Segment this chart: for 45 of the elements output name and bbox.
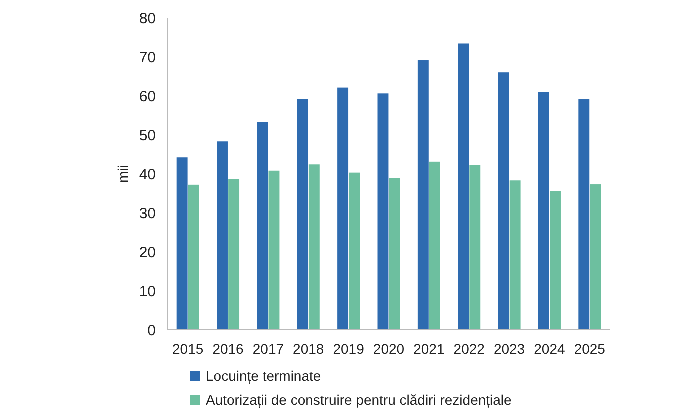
- y-tick-label: 60: [139, 88, 156, 106]
- y-tick-label: 20: [139, 244, 156, 262]
- bar: [176, 158, 188, 330]
- x-tick-label: 2022: [454, 341, 486, 357]
- bar: [498, 72, 510, 330]
- bar: [308, 164, 320, 330]
- bar: [217, 142, 228, 330]
- x-tick-label: 2020: [373, 341, 405, 357]
- bar: [550, 191, 561, 330]
- x-tick-label: 2016: [212, 341, 244, 357]
- x-tick-label: 2025: [574, 341, 606, 357]
- x-tick-label: 2021: [414, 341, 445, 357]
- bar: [297, 99, 308, 330]
- bar: [228, 179, 240, 330]
- bar: [458, 44, 470, 330]
- x-tick-label: 2023: [494, 341, 526, 357]
- bar: [470, 165, 481, 330]
- bar: [268, 170, 280, 330]
- bar: [429, 162, 440, 330]
- y-tick-label: 0: [148, 322, 156, 340]
- bar: [338, 88, 349, 330]
- bar: [538, 92, 550, 330]
- legend-label: Autorizații de construire pentru clădiri rezidențiale: [206, 392, 512, 408]
- x-tick-label: 2024: [534, 341, 566, 357]
- x-tick-label: 2015: [172, 341, 204, 357]
- y-tick-label: 70: [139, 49, 156, 66]
- y-axis-title: mii: [115, 165, 131, 183]
- bar: [188, 184, 200, 330]
- bar: [257, 122, 268, 330]
- y-tick-label: 50: [139, 127, 156, 144]
- bar: [389, 178, 400, 330]
- bar: [378, 94, 389, 330]
- y-tick-label: 80: [139, 10, 156, 28]
- y-tick-label: 40: [139, 166, 156, 184]
- y-tick-label: 10: [139, 283, 156, 300]
- bar: [578, 100, 590, 330]
- y-tick-label: 30: [139, 205, 156, 222]
- x-tick-label: 2019: [333, 341, 365, 357]
- bar: [349, 172, 360, 330]
- x-tick-label: 2018: [293, 341, 324, 357]
- bar: [590, 184, 602, 330]
- bar: [418, 60, 429, 330]
- x-tick-label: 2017: [252, 341, 284, 357]
- legend-label: Locuințe terminate: [206, 368, 322, 384]
- bar: [510, 180, 521, 330]
